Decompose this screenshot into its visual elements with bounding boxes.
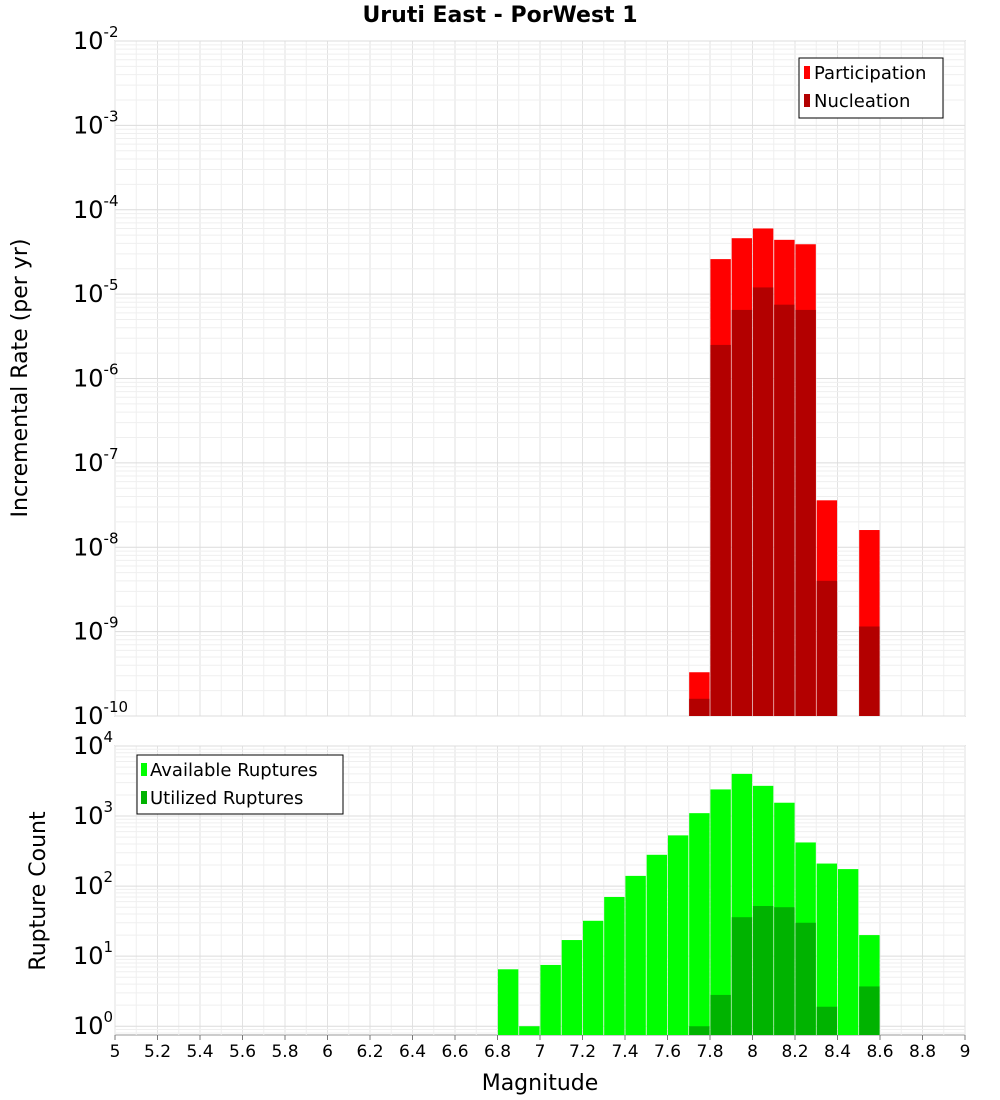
x-tick-label: 8.6 xyxy=(866,1042,893,1062)
bottom-y-tick-label: 102 xyxy=(73,868,113,900)
x-tick-label: 7.4 xyxy=(611,1042,638,1062)
top-bar-nucleation xyxy=(795,309,816,716)
bottom-bar-available-ruptures xyxy=(625,875,646,1035)
bottom-y-axis-label: Rupture Count xyxy=(26,811,51,971)
top-bar-nucleation xyxy=(752,287,774,716)
bottom-y-tick-label: 103 xyxy=(73,798,113,830)
x-tick-label: 6.6 xyxy=(441,1042,468,1062)
legend-swatch-participation xyxy=(804,66,810,79)
bottom-bar-utilized-ruptures xyxy=(774,907,795,1035)
legend-swatch-utilized xyxy=(141,791,147,804)
top-y-tick-label: 10-9 xyxy=(73,614,119,646)
bottom-legend-box xyxy=(136,754,344,815)
legend-label-participation: Participation xyxy=(814,63,926,84)
x-tick-label: 7.6 xyxy=(654,1042,681,1062)
rupture-count-panel: 100 101 102 103 104 5 5.2 5.4 5.6 5.8 6 6.2 6.4 6.6 6… xyxy=(26,728,970,1096)
x-axis-ticks: 5 5.2 5.4 5.6 5.8 6 6.2 6.4 6.6 6.8 7 7.2 7.4 7.6 7.8 8… xyxy=(110,1035,971,1062)
bottom-bar-utilized-ruptures xyxy=(710,994,731,1035)
bottom-bar-available-ruptures xyxy=(519,1026,540,1035)
bottom-bar-utilized-ruptures xyxy=(816,1006,838,1035)
top-bar-nucleation xyxy=(710,344,731,716)
x-tick-label: 8.4 xyxy=(824,1042,851,1062)
bottom-bar-utilized-ruptures xyxy=(752,906,774,1035)
top-y-tick-label: 10-3 xyxy=(73,107,119,139)
bottom-y-tick-label: 104 xyxy=(73,728,113,760)
bottom-y-tick-label: 101 xyxy=(73,938,113,970)
x-tick-label: 6.8 xyxy=(484,1042,511,1062)
x-tick-label: 5.8 xyxy=(271,1042,298,1062)
x-tick-label: 6 xyxy=(322,1042,333,1062)
top-bars xyxy=(689,228,880,717)
top-bar-nucleation xyxy=(859,626,880,716)
x-axis-label: Magnitude xyxy=(482,1071,599,1096)
bottom-y-tick-label: 100 xyxy=(73,1008,113,1040)
legend-label-available: Available Ruptures xyxy=(150,760,318,781)
participation-nucleation-panel: 10-10 10-9 10-8 10-7 10-6 10-5 10-4 10-3 10-2 In… xyxy=(8,23,966,730)
bottom-bar-available-ruptures xyxy=(497,969,519,1035)
x-tick-label: 6.4 xyxy=(399,1042,426,1062)
bottom-bar-utilized-ruptures xyxy=(859,986,880,1035)
top-bar-nucleation xyxy=(774,304,795,716)
bottom-bar-utilized-ruptures xyxy=(795,922,816,1035)
top-legend: Participation Nucleation xyxy=(798,57,944,119)
top-legend-box xyxy=(798,57,944,119)
top-y-tick-label: 10-4 xyxy=(73,192,119,224)
bottom-y-ticks: 100 101 102 103 104 xyxy=(73,728,113,1040)
bottom-legend: Available Ruptures Utilized Ruptures xyxy=(136,754,344,815)
top-bar-nucleation xyxy=(816,580,838,716)
bottom-bar-available-ruptures xyxy=(646,854,668,1035)
bottom-bar-available-ruptures xyxy=(604,896,625,1035)
legend-swatch-available xyxy=(141,763,147,776)
legend-label-nucleation: Nucleation xyxy=(814,91,910,112)
bottom-bars xyxy=(497,773,880,1035)
x-tick-label: 7.8 xyxy=(696,1042,723,1062)
x-tick-label: 8.8 xyxy=(909,1042,936,1062)
top-y-tick-label: 10-2 xyxy=(73,23,119,55)
top-y-tick-label: 10-8 xyxy=(73,529,119,561)
bottom-bar-available-ruptures xyxy=(561,940,583,1035)
x-tick-label: 9 xyxy=(960,1042,971,1062)
bottom-bar-available-ruptures xyxy=(710,789,731,1035)
bottom-bar-available-ruptures xyxy=(540,964,561,1035)
top-y-tick-label: 10-10 xyxy=(73,698,128,730)
top-bar-nucleation xyxy=(689,698,710,716)
x-tick-label: 5.2 xyxy=(144,1042,171,1062)
x-tick-label: 5.6 xyxy=(229,1042,256,1062)
bottom-bar-utilized-ruptures xyxy=(689,1026,710,1035)
top-y-tick-label: 10-5 xyxy=(73,276,119,308)
x-tick-label: 7 xyxy=(535,1042,546,1062)
bottom-bar-available-ruptures xyxy=(582,920,604,1035)
chart-title: Uruti East - PorWest 1 xyxy=(362,3,637,28)
x-tick-label: 5.4 xyxy=(186,1042,213,1062)
bottom-bar-available-ruptures xyxy=(837,869,859,1035)
x-tick-label: 8.2 xyxy=(781,1042,808,1062)
x-tick-label: 8 xyxy=(747,1042,758,1062)
x-tick-label: 6.2 xyxy=(356,1042,383,1062)
top-y-tick-label: 10-6 xyxy=(73,361,119,393)
x-tick-label: 7.2 xyxy=(569,1042,596,1062)
top-y-ticks: 10-10 10-9 10-8 10-7 10-6 10-5 10-4 10-3 10-2 xyxy=(73,23,128,730)
bottom-bar-available-ruptures xyxy=(667,835,689,1035)
bottom-bar-available-ruptures xyxy=(816,863,838,1035)
top-grid xyxy=(114,40,966,717)
top-y-tick-label: 10-7 xyxy=(73,445,119,477)
x-tick-label: 5 xyxy=(110,1042,121,1062)
legend-swatch-nucleation xyxy=(804,94,810,107)
top-y-axis-label: Incremental Rate (per yr) xyxy=(8,239,33,518)
top-bar-nucleation xyxy=(731,309,753,716)
bottom-bar-available-ruptures xyxy=(689,813,710,1035)
bottom-bar-utilized-ruptures xyxy=(731,917,753,1035)
legend-label-utilized: Utilized Ruptures xyxy=(150,788,303,809)
